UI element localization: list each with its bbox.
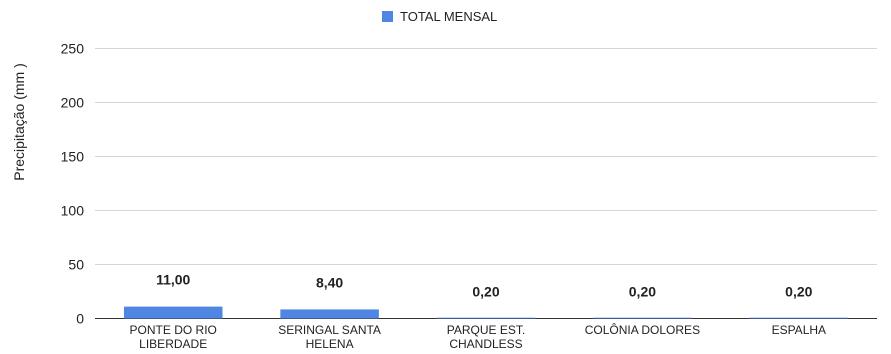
- legend: TOTAL MENSAL: [382, 9, 497, 24]
- data-label: 8,40: [316, 274, 343, 290]
- y-tick-label: 250: [61, 41, 85, 57]
- y-tick-label: 0: [76, 311, 84, 327]
- data-label: 0,20: [785, 283, 812, 299]
- y-tick-label: 150: [61, 149, 85, 165]
- y-tick-label: 200: [61, 95, 85, 111]
- y-tick-label: 50: [68, 257, 84, 273]
- legend-label: TOTAL MENSAL: [400, 9, 497, 24]
- x-tick-label: PARQUE EST. CHANDLESS: [447, 323, 525, 351]
- bar: [749, 317, 849, 319]
- x-tick-label: COLÔNIA DOLORES: [585, 322, 700, 337]
- y-tick-label: 100: [61, 203, 85, 219]
- bar: [436, 317, 536, 319]
- x-tick-label: ESPALHA: [772, 323, 826, 337]
- data-label: 0,20: [472, 283, 499, 299]
- gridlines: [95, 48, 877, 319]
- bars: [123, 306, 849, 319]
- y-axis-title: Precipitação (mm ): [11, 63, 27, 180]
- x-tick-label: PONTE DO RIO LIBERDADE: [130, 323, 217, 351]
- bar: [593, 317, 692, 319]
- legend-swatch: [382, 11, 393, 22]
- bar: [280, 309, 379, 319]
- x-axis-labels: PONTE DO RIO LIBERDADE SERINGAL SANTA HELEN…: [130, 322, 827, 351]
- bar: [123, 306, 223, 319]
- x-tick-label: SERINGAL SANTA HELENA: [278, 323, 381, 351]
- data-label: 0,20: [629, 283, 656, 299]
- data-labels: 11,00 8,40 0,20 0,20 0,20: [156, 272, 813, 300]
- y-axis-ticks: 0 50 100 150 200 250: [61, 41, 85, 327]
- data-label: 11,00: [156, 272, 190, 288]
